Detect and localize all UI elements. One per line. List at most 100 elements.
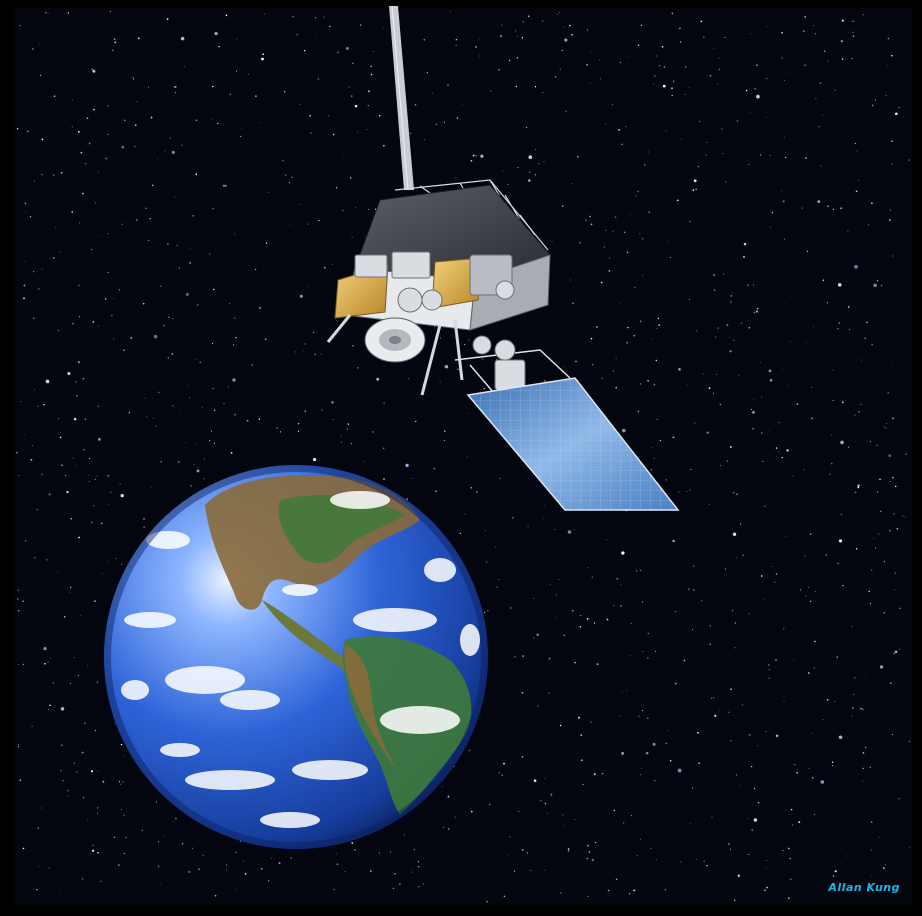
star	[105, 157, 108, 160]
star	[880, 510, 882, 512]
star	[172, 318, 174, 320]
star	[856, 150, 858, 152]
star	[370, 73, 373, 76]
star	[49, 704, 51, 707]
star	[71, 211, 73, 213]
star	[634, 286, 636, 288]
star	[479, 38, 481, 40]
star	[647, 657, 649, 659]
star	[122, 755, 124, 757]
star	[643, 164, 646, 166]
star	[775, 447, 778, 449]
star	[732, 492, 735, 494]
star	[896, 527, 899, 530]
star	[447, 84, 449, 86]
star	[478, 55, 480, 57]
star	[753, 311, 756, 314]
star	[114, 41, 117, 44]
star	[522, 20, 525, 23]
star	[783, 700, 785, 702]
star	[141, 829, 143, 831]
star	[890, 209, 892, 211]
star	[352, 62, 354, 64]
star	[423, 883, 424, 885]
star	[599, 78, 601, 80]
star	[571, 609, 574, 612]
star	[146, 415, 148, 417]
star	[43, 403, 45, 406]
star	[827, 205, 829, 207]
star	[663, 66, 665, 68]
star	[743, 256, 745, 258]
star	[198, 868, 200, 870]
star	[17, 609, 20, 612]
star	[640, 24, 643, 27]
star	[372, 431, 374, 433]
star	[804, 15, 807, 18]
star	[160, 461, 162, 463]
star	[794, 763, 796, 766]
star	[596, 663, 599, 665]
star	[567, 848, 570, 850]
star	[641, 238, 644, 240]
star	[521, 36, 524, 39]
star	[711, 697, 713, 699]
star	[739, 785, 740, 787]
star	[67, 790, 69, 792]
star	[781, 31, 783, 34]
star	[885, 886, 888, 888]
star	[212, 85, 214, 88]
star	[209, 253, 211, 255]
star	[771, 212, 774, 214]
star	[526, 126, 528, 129]
star	[647, 633, 649, 635]
star	[703, 860, 705, 862]
star	[174, 86, 176, 88]
star	[79, 222, 80, 224]
star	[854, 414, 856, 416]
star	[879, 665, 884, 669]
star	[25, 540, 27, 542]
star	[768, 664, 770, 666]
star	[546, 812, 548, 814]
star	[852, 31, 854, 33]
star	[849, 328, 851, 330]
star	[752, 410, 755, 414]
star	[731, 610, 734, 612]
star	[195, 173, 198, 175]
star	[383, 402, 385, 404]
star	[768, 669, 770, 671]
star	[851, 715, 853, 717]
star	[73, 762, 75, 764]
star	[661, 45, 664, 48]
star	[754, 88, 756, 90]
star	[515, 30, 517, 32]
star	[196, 469, 200, 473]
star	[410, 132, 412, 134]
star	[307, 223, 309, 225]
star	[73, 656, 75, 658]
star	[840, 513, 842, 515]
star	[693, 589, 695, 591]
star	[854, 142, 857, 145]
star	[558, 579, 560, 581]
star	[621, 690, 623, 692]
star	[774, 581, 776, 583]
star	[145, 207, 147, 209]
star	[789, 340, 791, 342]
star	[893, 652, 895, 654]
star	[60, 171, 63, 174]
star	[107, 105, 109, 107]
star	[312, 331, 315, 334]
star	[616, 578, 618, 580]
star	[702, 373, 704, 375]
star	[747, 818, 748, 820]
star	[690, 823, 691, 824]
star	[748, 734, 751, 736]
star	[742, 554, 744, 556]
star	[119, 483, 121, 485]
star	[248, 73, 249, 75]
star	[719, 403, 722, 406]
star	[244, 873, 247, 875]
star	[132, 76, 134, 79]
